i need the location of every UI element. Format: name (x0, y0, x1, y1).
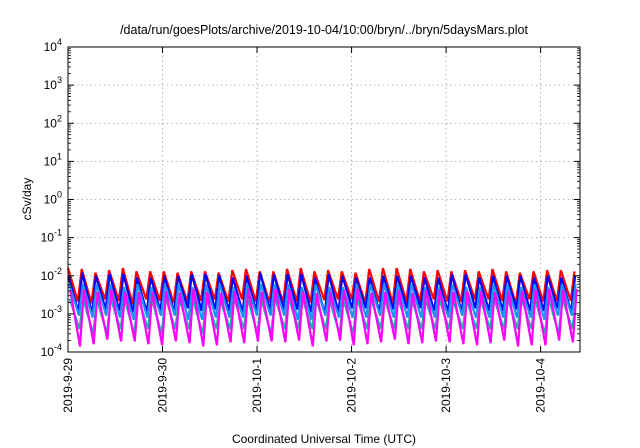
x-axis-ticks: 2019-9-29 2019-9-30 2019-10-1 2019-10-2 2019… (61, 47, 548, 413)
x-axis-label: Coordinated Universal Time (UTC) (232, 432, 416, 446)
y-tick-label: 10-4 (41, 342, 62, 359)
y-axis-label: cSv/day (20, 178, 34, 221)
y-tick-label: 102 (44, 113, 62, 130)
x-tick-label: 2019-10-4 (534, 358, 548, 413)
x-tick-label: 2019-9-29 (61, 358, 75, 413)
chart-title: /data/run/goesPlots/archive/2019-10-04/1… (120, 23, 528, 37)
x-tick-label: 2019-10-2 (345, 358, 359, 413)
y-tick-label: 10-1 (41, 228, 62, 245)
series-line (68, 283, 577, 321)
y-tick-label: 10-3 (41, 304, 62, 321)
y-axis-ticks: 10-4 10-3 10-2 10-1 100 101 102 103 104 (41, 37, 580, 359)
y-tick-label: 104 (44, 37, 62, 54)
series-line (66, 267, 576, 305)
y-tick-label: 10-2 (41, 266, 62, 283)
series-group (66, 267, 578, 347)
x-tick-label: 2019-9-30 (156, 358, 170, 413)
x-tick-label: 2019-10-1 (250, 358, 264, 413)
y-tick-label: 101 (44, 151, 62, 168)
y-tick-label: 100 (44, 190, 62, 207)
x-tick-label: 2019-10-3 (439, 358, 453, 413)
grid (68, 47, 580, 352)
y-tick-label: 103 (44, 75, 62, 92)
series-line (69, 288, 578, 347)
